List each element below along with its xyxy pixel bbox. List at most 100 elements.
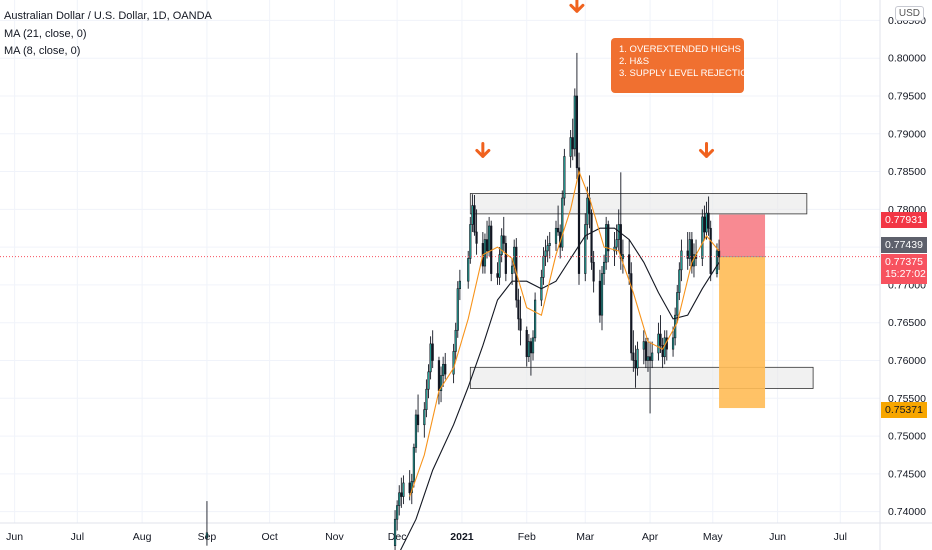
- time-axis-label: Aug: [133, 531, 152, 543]
- candle-body: [534, 299, 537, 339]
- candle-body: [600, 273, 604, 316]
- candle-body: [644, 341, 647, 361]
- candle-body: [423, 409, 426, 426]
- down-arrow-icon: [569, 0, 585, 13]
- callout-line-1: 1. OVEREXTENDED HIGHS: [619, 44, 741, 55]
- candle-body: [563, 156, 566, 199]
- candle-body: [571, 137, 574, 150]
- candle-body: [529, 341, 533, 354]
- take-profit-zone: [719, 256, 766, 409]
- callout-line-2: 2. H&S: [619, 56, 650, 67]
- candle-body: [615, 239, 618, 248]
- currency-button[interactable]: USD: [894, 6, 924, 21]
- candle-body: [613, 246, 616, 252]
- time-axis-label: Sep: [198, 531, 217, 543]
- ma21-line: [399, 227, 720, 550]
- ma8-line: [409, 169, 720, 497]
- callout-line-3: 3. SUPPLY LEVEL REJECTION: [619, 68, 755, 79]
- candle-body: [690, 239, 693, 267]
- price-axis-label: 0.76500: [888, 317, 926, 329]
- candle-body: [458, 280, 461, 290]
- candle-body: [680, 250, 683, 271]
- candle-body: [605, 224, 608, 263]
- time-axis-label: Nov: [325, 531, 344, 543]
- candle-body: [676, 292, 679, 316]
- candle-body: [648, 356, 652, 361]
- candle-body: [642, 341, 645, 350]
- candle-body: [586, 197, 589, 225]
- candle-body: [467, 258, 470, 282]
- candle-body: [429, 343, 432, 373]
- candle-body: [475, 231, 478, 244]
- down-arrow-icon: [475, 141, 491, 158]
- down-arrow-icon: [699, 141, 715, 158]
- candle-body: [717, 250, 721, 258]
- current-price-tag: 0.77375 15:27:02: [881, 254, 927, 284]
- candle-body: [598, 280, 602, 316]
- supply-zone-box: [469, 193, 808, 215]
- candle-body: [577, 167, 581, 274]
- candle-body: [473, 205, 476, 233]
- stop-loss-price-tag: 0.77931: [881, 212, 927, 228]
- time-axis-label: Jun: [6, 531, 23, 543]
- candle-body: [542, 255, 545, 278]
- candle-body: [546, 245, 549, 252]
- time-axis-label: Mar: [576, 531, 595, 543]
- candle-body: [496, 273, 499, 278]
- candle-body: [544, 250, 547, 257]
- ma21-legend[interactable]: MA (21, close, 0): [4, 28, 87, 40]
- candle-body: [498, 254, 501, 278]
- annotation-callout[interactable]: 1. OVEREXTENDED HIGHS 2. H&S 3. SUPPLY L…: [611, 38, 755, 93]
- candle-body: [590, 212, 593, 263]
- candle-body: [488, 225, 491, 252]
- candle-body: [701, 216, 704, 259]
- candle-body: [602, 261, 606, 274]
- candle-body: [592, 261, 595, 282]
- candle-body: [454, 329, 457, 352]
- candle-body: [527, 341, 530, 358]
- price-axis-label: 0.79500: [888, 90, 926, 102]
- candle-body: [414, 414, 418, 448]
- price-axis-label: 0.74000: [888, 506, 926, 518]
- take-profit-price-tag: 0.75371: [881, 402, 927, 418]
- candle-body: [485, 239, 489, 252]
- candle-body: [416, 414, 420, 426]
- ma-price-tag: 0.77439: [881, 237, 927, 253]
- time-axis-label: May: [703, 531, 724, 543]
- candle-body: [511, 265, 514, 274]
- candle-body: [715, 250, 719, 274]
- candle-body: [561, 197, 564, 248]
- candle-body: [621, 254, 624, 259]
- candle-body: [632, 352, 635, 361]
- symbol-title[interactable]: Australian Dollar / U.S. Dollar, 1D, OAN…: [4, 10, 212, 22]
- time-axis-label: Apr: [642, 531, 659, 543]
- price-axis-label: 0.80000: [888, 53, 926, 65]
- candle-body: [504, 243, 507, 274]
- candle-body: [651, 352, 654, 361]
- bar-countdown: 15:27:02: [885, 268, 926, 280]
- candle-body: [402, 482, 405, 497]
- price-axis-label: 0.79000: [888, 128, 926, 140]
- candle-body: [661, 345, 664, 358]
- candle-body: [688, 239, 691, 259]
- candle-body: [573, 95, 576, 150]
- candle-body: [634, 360, 637, 369]
- candle-body: [556, 227, 560, 233]
- time-axis-label: Jul: [834, 531, 847, 543]
- price-axis-label: 0.78500: [888, 166, 926, 178]
- candle-body: [584, 224, 587, 274]
- candle-body: [619, 224, 622, 259]
- time-axis-label: Dec: [388, 531, 407, 543]
- candle-body: [431, 343, 434, 361]
- time-axis-label: Oct: [261, 531, 277, 543]
- candle-body: [525, 329, 528, 358]
- candle-body: [636, 348, 639, 369]
- candle-body: [628, 254, 631, 274]
- candle-body: [444, 363, 447, 375]
- candle-body: [427, 371, 430, 390]
- candle-body: [412, 447, 415, 482]
- ma8-legend[interactable]: MA (8, close, 0): [4, 45, 81, 57]
- candle-body: [205, 532, 209, 539]
- candle-body: [707, 212, 710, 229]
